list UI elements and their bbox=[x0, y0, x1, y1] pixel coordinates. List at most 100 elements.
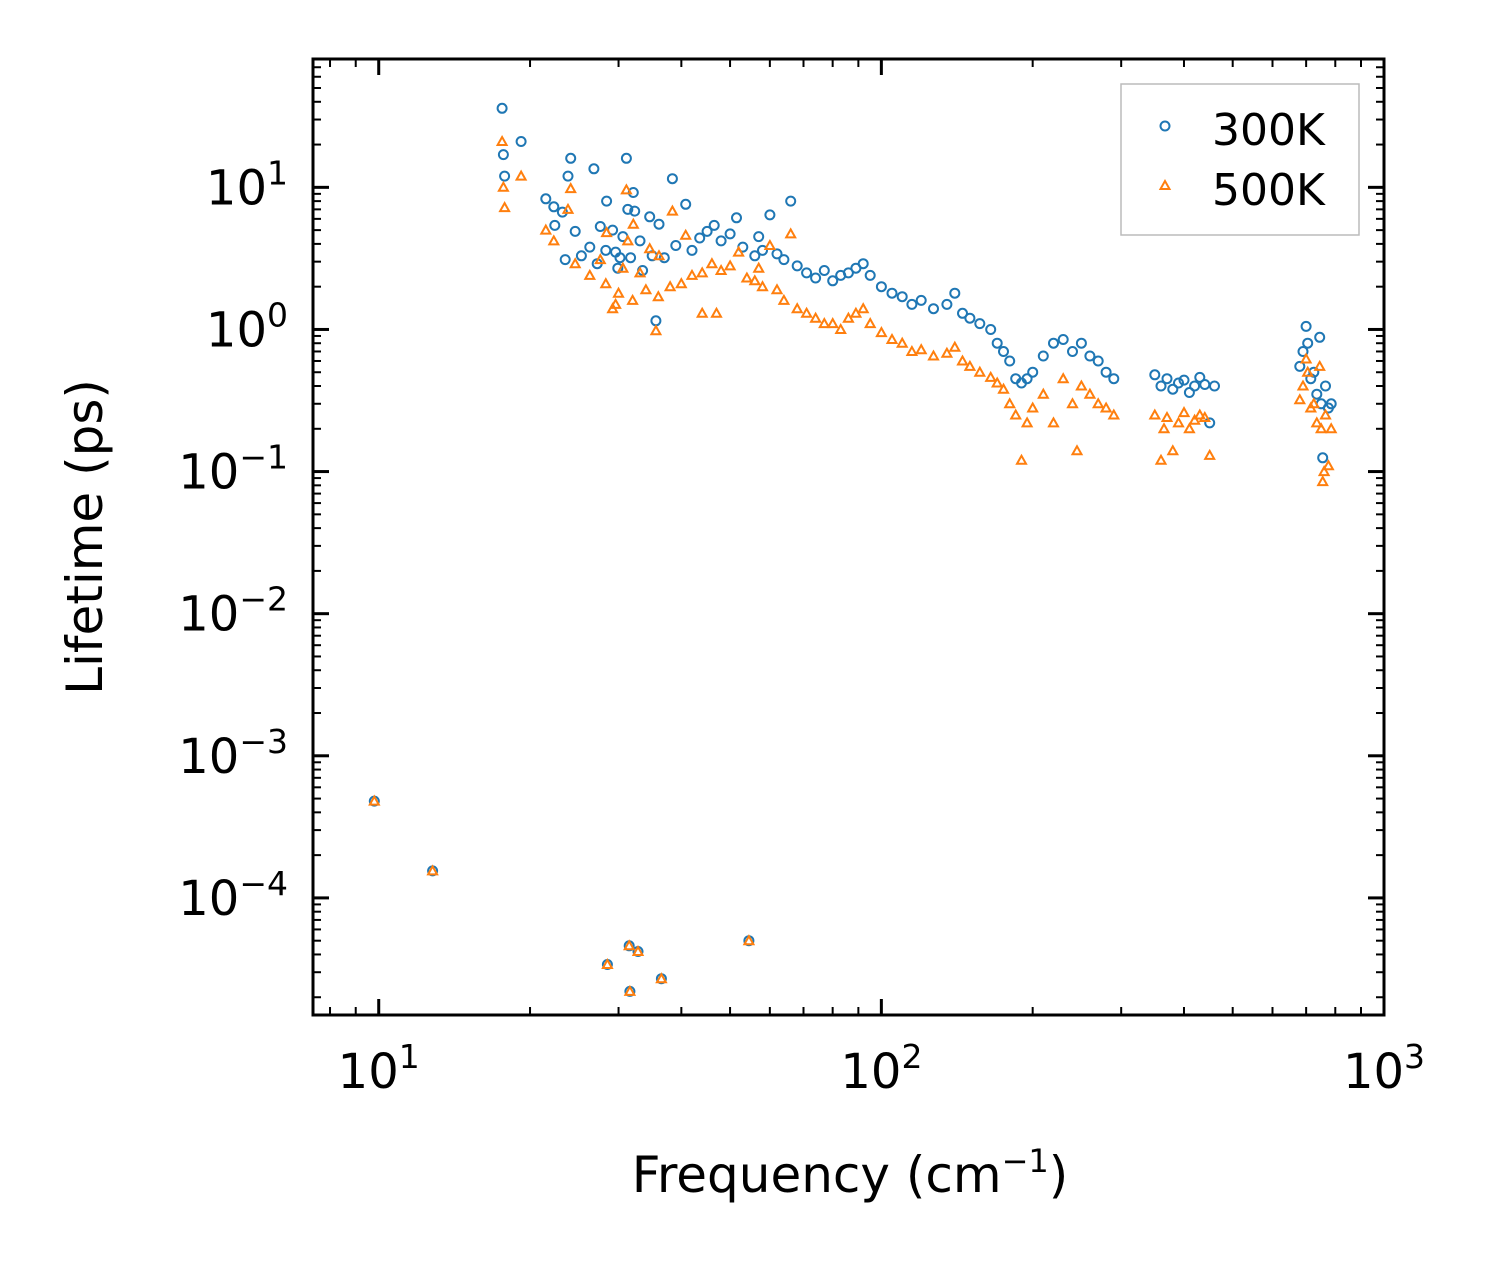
point-300k-122 bbox=[1317, 452, 1329, 464]
point-300k-84 bbox=[985, 324, 997, 335]
point-300k-13 bbox=[540, 193, 552, 205]
point-300k-14 bbox=[548, 201, 560, 213]
point-300k-119 bbox=[1311, 388, 1323, 400]
point-500k-16 bbox=[568, 257, 582, 269]
x-axis-label: Frequency (cm−1) bbox=[632, 1142, 1069, 1204]
point-500k-81 bbox=[1015, 453, 1028, 465]
point-300k-21 bbox=[588, 163, 600, 175]
point-300k-123 bbox=[1320, 380, 1331, 392]
point-500k-59 bbox=[826, 317, 839, 329]
point-300k-23 bbox=[600, 244, 612, 256]
point-300k-33 bbox=[634, 235, 646, 247]
point-500k-52 bbox=[756, 280, 769, 292]
point-500k-7 bbox=[742, 934, 756, 946]
point-500k-10 bbox=[498, 201, 511, 213]
point-300k-125 bbox=[1325, 398, 1337, 410]
point-500k-78 bbox=[997, 382, 1010, 394]
point-300k-90 bbox=[1021, 373, 1033, 385]
point-500k-74 bbox=[963, 359, 977, 371]
point-300k-38 bbox=[680, 198, 692, 210]
point-300k-40 bbox=[764, 209, 776, 221]
point-300k-12 bbox=[515, 136, 527, 147]
y-tick-labels: 101 100 10−1 10−2 10−3 10−4 bbox=[178, 153, 288, 927]
point-500k-85 bbox=[1047, 416, 1060, 428]
point-300k-69 bbox=[842, 267, 854, 279]
point-500k-55 bbox=[790, 302, 804, 314]
point-500k-57 bbox=[809, 311, 822, 323]
point-500k-18 bbox=[594, 253, 607, 265]
point-300k-18 bbox=[565, 152, 577, 164]
point-500k-41 bbox=[652, 290, 665, 302]
data-markers bbox=[368, 102, 1338, 1015]
point-300k-53 bbox=[701, 225, 713, 237]
point-300k-81 bbox=[957, 307, 968, 319]
point-500k-69 bbox=[914, 343, 928, 355]
point-500k-40 bbox=[639, 283, 653, 295]
point-300k-102 bbox=[1155, 380, 1167, 392]
x-tick-label-1: 102 bbox=[840, 1037, 922, 1100]
point-500k-98 bbox=[1166, 444, 1180, 456]
point-500k-15 bbox=[564, 182, 577, 194]
point-500k-28 bbox=[643, 242, 656, 254]
point-300k-55 bbox=[715, 235, 727, 247]
point-500k-114 bbox=[1314, 422, 1328, 434]
point-300k-39 bbox=[753, 231, 765, 243]
point-300k-32 bbox=[629, 205, 641, 217]
point-300k-105 bbox=[1173, 377, 1184, 389]
point-500k-47 bbox=[714, 263, 728, 275]
y-tick-label-3: 10−2 bbox=[178, 580, 288, 643]
point-300k-74 bbox=[886, 287, 898, 299]
point-300k-30 bbox=[625, 252, 637, 264]
point-300k-41 bbox=[785, 195, 797, 207]
legend-marker-500k bbox=[1158, 178, 1172, 190]
point-300k-116 bbox=[1302, 337, 1314, 349]
point-500k-33 bbox=[695, 306, 709, 318]
point-500k-39 bbox=[626, 293, 639, 305]
point-300k-75 bbox=[896, 291, 908, 303]
point-300k-77 bbox=[915, 294, 927, 306]
point-300k-57 bbox=[731, 212, 742, 224]
point-500k-49 bbox=[732, 245, 745, 257]
point-300k-97 bbox=[1084, 350, 1096, 362]
point-300k-91 bbox=[1027, 366, 1039, 378]
point-500k-27 bbox=[633, 266, 647, 278]
point-300k-80 bbox=[949, 287, 961, 299]
point-300k-82 bbox=[964, 312, 976, 324]
legend-label-300k: 300K bbox=[1212, 105, 1326, 156]
point-500k-109 bbox=[1301, 365, 1314, 377]
point-300k-28 bbox=[620, 152, 632, 164]
point-500k-108 bbox=[1299, 352, 1313, 364]
point-300k-95 bbox=[1067, 346, 1078, 357]
point-300k-86 bbox=[998, 346, 1009, 357]
series-300k bbox=[368, 102, 1337, 1015]
point-300k-112 bbox=[1209, 380, 1220, 392]
point-300k-76 bbox=[906, 298, 918, 310]
point-500k-105 bbox=[1203, 448, 1216, 460]
point-500k-73 bbox=[956, 354, 969, 366]
point-300k-99 bbox=[1100, 366, 1112, 378]
point-300k-98 bbox=[1092, 355, 1104, 367]
point-500k-66 bbox=[885, 332, 899, 344]
point-500k-118 bbox=[1322, 459, 1335, 471]
point-500k-44 bbox=[685, 268, 699, 280]
point-300k-108 bbox=[1189, 380, 1201, 392]
point-300k-96 bbox=[1075, 337, 1087, 349]
point-300k-62 bbox=[778, 254, 790, 266]
y-tick-label-1: 100 bbox=[206, 296, 288, 359]
point-300k-10 bbox=[497, 149, 509, 161]
point-500k-58 bbox=[818, 317, 831, 329]
point-500k-20 bbox=[600, 226, 613, 238]
point-300k-43 bbox=[575, 250, 587, 262]
point-500k-116 bbox=[1317, 465, 1331, 477]
point-500k-91 bbox=[1091, 397, 1105, 409]
point-500k-99 bbox=[1172, 416, 1185, 428]
point-300k-15 bbox=[549, 219, 561, 231]
point-500k-104 bbox=[1198, 410, 1212, 422]
point-300k-29 bbox=[622, 203, 634, 215]
point-300k-120 bbox=[1314, 331, 1326, 343]
point-300k-59 bbox=[749, 250, 761, 262]
point-500k-86 bbox=[1056, 372, 1070, 384]
point-300k-37 bbox=[666, 173, 678, 185]
y-tick-label-4: 10−3 bbox=[178, 722, 288, 785]
